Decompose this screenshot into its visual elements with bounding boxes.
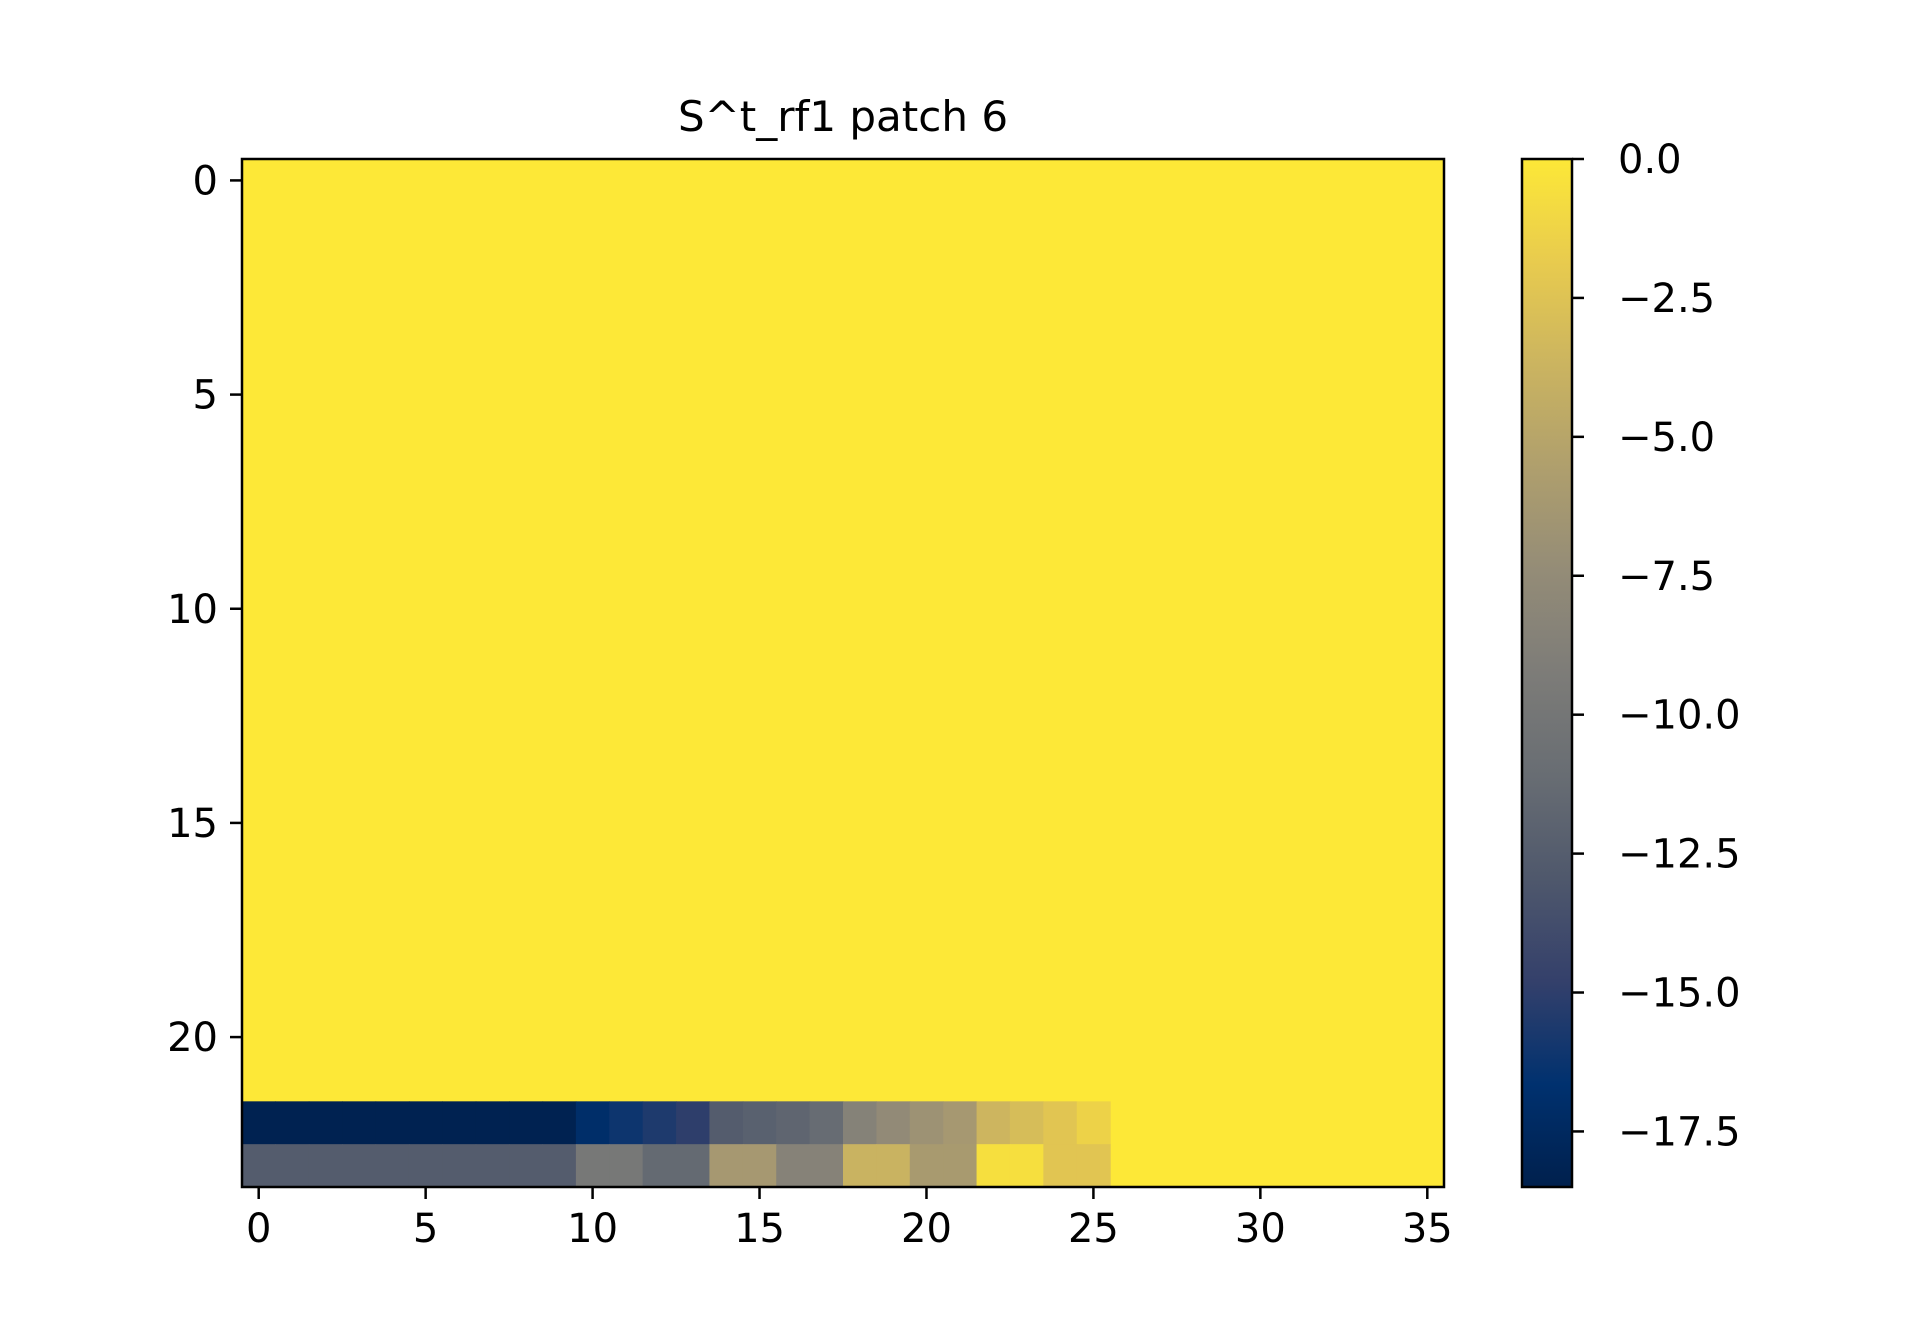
x-axis: 0 5 10 15 20 25 30 35	[246, 1187, 1453, 1252]
heatmap-cell	[943, 1101, 978, 1145]
heatmap-cell	[642, 1101, 677, 1145]
colorbar-tick-label: −17.5	[1618, 1109, 1741, 1155]
heatmap-cell	[742, 1101, 777, 1145]
heatmap-cell	[843, 1101, 877, 1145]
colorbar-tick-label: 0.0	[1618, 137, 1682, 183]
heatmap-background	[242, 159, 1444, 1187]
colorbar-frame	[1520, 157, 1574, 1189]
x-tick-label: 15	[734, 1206, 785, 1252]
heatmap-cell	[809, 1101, 844, 1145]
heatmap-cell	[275, 1144, 310, 1188]
x-tick-label: 30	[1235, 1206, 1286, 1252]
colorbar-gradient	[1522, 159, 1572, 1187]
heatmap-cell	[308, 1144, 343, 1188]
heatmap-cell	[342, 1144, 377, 1188]
heatmap-cell	[909, 1144, 944, 1188]
heatmap-cell	[442, 1144, 477, 1188]
x-tick-label: 25	[1068, 1206, 1119, 1252]
heatmap-cell	[742, 1144, 777, 1188]
heatmap-cell	[475, 1144, 510, 1188]
heatmap-cell	[308, 1101, 343, 1145]
heatmap-cell	[375, 1101, 410, 1145]
heatmap-cell	[843, 1144, 877, 1188]
heatmap-cell	[575, 1101, 610, 1145]
heatmap-cell	[542, 1144, 577, 1188]
heatmap-cell	[408, 1101, 443, 1145]
heatmap-cell	[709, 1101, 744, 1145]
heatmap-cell	[609, 1101, 644, 1145]
heatmap-cell	[442, 1101, 477, 1145]
y-tick-label: 20	[167, 1015, 218, 1061]
heatmap-cell	[876, 1144, 911, 1188]
y-tick-label: 15	[167, 801, 218, 847]
heatmap-cell	[1076, 1101, 1111, 1145]
heatmap-cell	[509, 1144, 544, 1188]
heatmap-cell	[776, 1144, 811, 1188]
heatmap-cell	[1009, 1144, 1044, 1188]
heatmap-cell	[876, 1101, 911, 1145]
heatmap-cell	[275, 1101, 310, 1145]
y-tick-label: 10	[167, 587, 218, 633]
heatmap-cell	[375, 1144, 410, 1188]
colorbar-tick-label: −12.5	[1618, 832, 1741, 878]
colorbar-tick-label: −10.0	[1618, 693, 1741, 739]
heatmap-cell	[676, 1144, 711, 1188]
heatmap-cell	[709, 1144, 744, 1188]
colorbar-tick-label: −5.0	[1618, 415, 1715, 461]
x-tick-label: 5	[413, 1206, 438, 1252]
heatmap-cell	[408, 1144, 443, 1188]
heatmap-cell	[609, 1144, 644, 1188]
heatmap-cell	[509, 1101, 544, 1145]
y-axis: 0 5 10 15 20	[167, 158, 242, 1061]
x-tick-label: 20	[901, 1206, 952, 1252]
heatmap-cell	[475, 1101, 510, 1145]
heatmap-cell	[242, 1144, 276, 1188]
heatmap-cell	[542, 1101, 577, 1145]
colorbar-tick-label: −7.5	[1618, 554, 1715, 600]
heatmap-cell	[242, 1101, 276, 1145]
heatmap-cell	[642, 1144, 677, 1188]
heatmap-cell	[909, 1101, 944, 1145]
heatmap-cell	[1043, 1144, 1078, 1188]
colorbar-tick-label: −2.5	[1618, 276, 1715, 322]
colorbar: 0.0 −2.5 −5.0 −7.5 −10.0 −12.5 −15.0 −17.5	[1520, 137, 1741, 1189]
heatmap-cell	[976, 1101, 1011, 1145]
x-tick-label: 35	[1402, 1206, 1453, 1252]
chart-title: S^t_rf1 patch 6	[678, 92, 1008, 141]
heatmap-cell	[1043, 1101, 1078, 1145]
heatmap-cell	[342, 1101, 377, 1145]
x-tick-label: 10	[567, 1206, 618, 1252]
heatmap-cell	[776, 1101, 811, 1145]
plot-frame	[240, 157, 1446, 1189]
x-tick-label: 0	[246, 1206, 271, 1252]
heatmap-cell	[1076, 1144, 1111, 1188]
heatmap-cell	[575, 1144, 610, 1188]
heatmap-cell	[809, 1144, 844, 1188]
colorbar-tick-label: −15.0	[1618, 971, 1741, 1017]
heatmap-cell	[676, 1101, 711, 1145]
y-tick-label: 5	[193, 373, 218, 419]
heatmap-cell	[943, 1144, 978, 1188]
heatmap-cell	[976, 1144, 1011, 1188]
y-tick-label: 0	[193, 158, 218, 204]
heatmap-cell	[1009, 1101, 1044, 1145]
